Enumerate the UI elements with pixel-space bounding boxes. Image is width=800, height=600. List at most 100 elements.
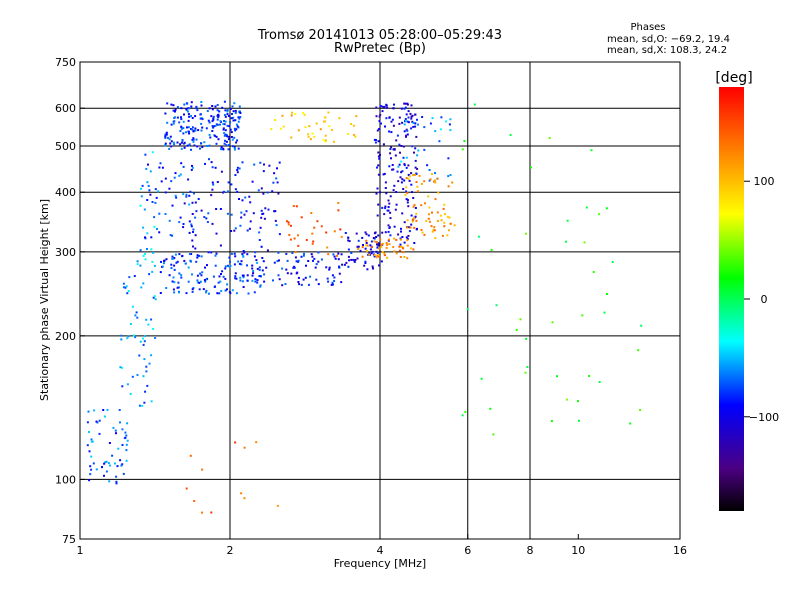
data-point bbox=[278, 278, 281, 281]
data-point bbox=[326, 277, 329, 280]
data-point bbox=[152, 296, 155, 299]
data-point bbox=[191, 273, 193, 276]
data-point bbox=[258, 269, 261, 271]
data-point bbox=[407, 177, 410, 180]
data-point bbox=[319, 128, 322, 131]
data-point bbox=[428, 206, 431, 209]
data-point bbox=[159, 271, 162, 274]
data-point bbox=[347, 239, 350, 242]
data-point bbox=[375, 250, 378, 253]
data-point bbox=[248, 195, 251, 198]
data-point bbox=[194, 234, 197, 237]
data-point bbox=[439, 214, 442, 217]
data-point bbox=[276, 167, 278, 170]
data-point bbox=[216, 123, 219, 126]
y-axis: 75 100 200 300 400 500 600 750 bbox=[55, 56, 85, 546]
data-point bbox=[194, 127, 197, 130]
data-point bbox=[592, 271, 595, 273]
data-point bbox=[379, 113, 382, 116]
data-point bbox=[378, 115, 381, 118]
data-point bbox=[127, 290, 130, 292]
colorbar-label: [deg] bbox=[715, 70, 752, 86]
data-point bbox=[98, 432, 101, 435]
data-point bbox=[161, 166, 164, 169]
data-point bbox=[205, 289, 208, 292]
data-point bbox=[222, 128, 225, 131]
data-point bbox=[122, 282, 125, 285]
data-point bbox=[88, 431, 90, 433]
data-point bbox=[254, 280, 257, 283]
data-point bbox=[311, 242, 314, 245]
data-point bbox=[294, 251, 297, 254]
data-point bbox=[407, 110, 410, 113]
data-point bbox=[220, 170, 223, 173]
data-point bbox=[191, 164, 193, 167]
data-point bbox=[220, 148, 223, 151]
data-point bbox=[136, 260, 139, 263]
data-point bbox=[213, 286, 216, 288]
data-point bbox=[136, 263, 139, 266]
data-point bbox=[183, 141, 186, 144]
data-point bbox=[238, 198, 240, 200]
data-point bbox=[606, 293, 608, 295]
data-point bbox=[375, 115, 378, 118]
data-point bbox=[126, 337, 129, 340]
data-point bbox=[206, 110, 209, 112]
data-point bbox=[234, 441, 237, 444]
data-point bbox=[172, 122, 175, 125]
data-point bbox=[274, 210, 277, 213]
data-point bbox=[373, 138, 376, 141]
data-point bbox=[246, 229, 249, 232]
data-point bbox=[136, 374, 139, 376]
data-point bbox=[142, 226, 145, 229]
data-point bbox=[446, 215, 449, 218]
data-point bbox=[381, 251, 384, 254]
data-point bbox=[88, 450, 91, 453]
data-point bbox=[509, 134, 512, 136]
data-point bbox=[170, 180, 173, 183]
data-point bbox=[189, 190, 192, 193]
data-point bbox=[275, 177, 278, 180]
data-point bbox=[237, 120, 240, 123]
data-point bbox=[256, 267, 259, 270]
data-point bbox=[401, 170, 404, 173]
data-point bbox=[261, 213, 264, 215]
data-point bbox=[393, 237, 396, 240]
data-point bbox=[340, 253, 343, 256]
data-point bbox=[233, 263, 236, 266]
data-point bbox=[314, 266, 317, 269]
data-point bbox=[187, 119, 190, 122]
data-point bbox=[260, 245, 263, 248]
data-point bbox=[115, 475, 118, 478]
data-point bbox=[219, 208, 222, 210]
data-point bbox=[427, 213, 430, 216]
data-point bbox=[341, 263, 344, 266]
data-point bbox=[282, 125, 285, 128]
data-point bbox=[248, 227, 251, 230]
y-tick-label: 300 bbox=[55, 246, 76, 259]
data-point bbox=[217, 281, 220, 284]
data-point bbox=[411, 191, 413, 194]
data-point bbox=[223, 114, 226, 116]
data-point bbox=[158, 231, 161, 234]
data-point bbox=[178, 291, 180, 294]
data-point bbox=[186, 126, 188, 129]
data-point bbox=[389, 195, 392, 198]
data-point bbox=[395, 203, 398, 206]
data-point bbox=[308, 125, 311, 128]
data-point bbox=[151, 201, 154, 203]
data-point bbox=[165, 133, 168, 136]
data-point bbox=[311, 132, 314, 135]
data-point bbox=[397, 165, 400, 168]
data-point bbox=[196, 109, 199, 112]
data-point bbox=[239, 112, 242, 114]
data-point bbox=[180, 125, 183, 128]
data-point bbox=[387, 224, 390, 227]
data-point bbox=[142, 337, 144, 340]
data-point bbox=[187, 178, 190, 181]
data-point bbox=[253, 255, 256, 258]
data-point bbox=[233, 146, 236, 149]
data-point bbox=[350, 123, 353, 125]
data-point bbox=[294, 113, 297, 115]
data-point bbox=[190, 115, 192, 117]
